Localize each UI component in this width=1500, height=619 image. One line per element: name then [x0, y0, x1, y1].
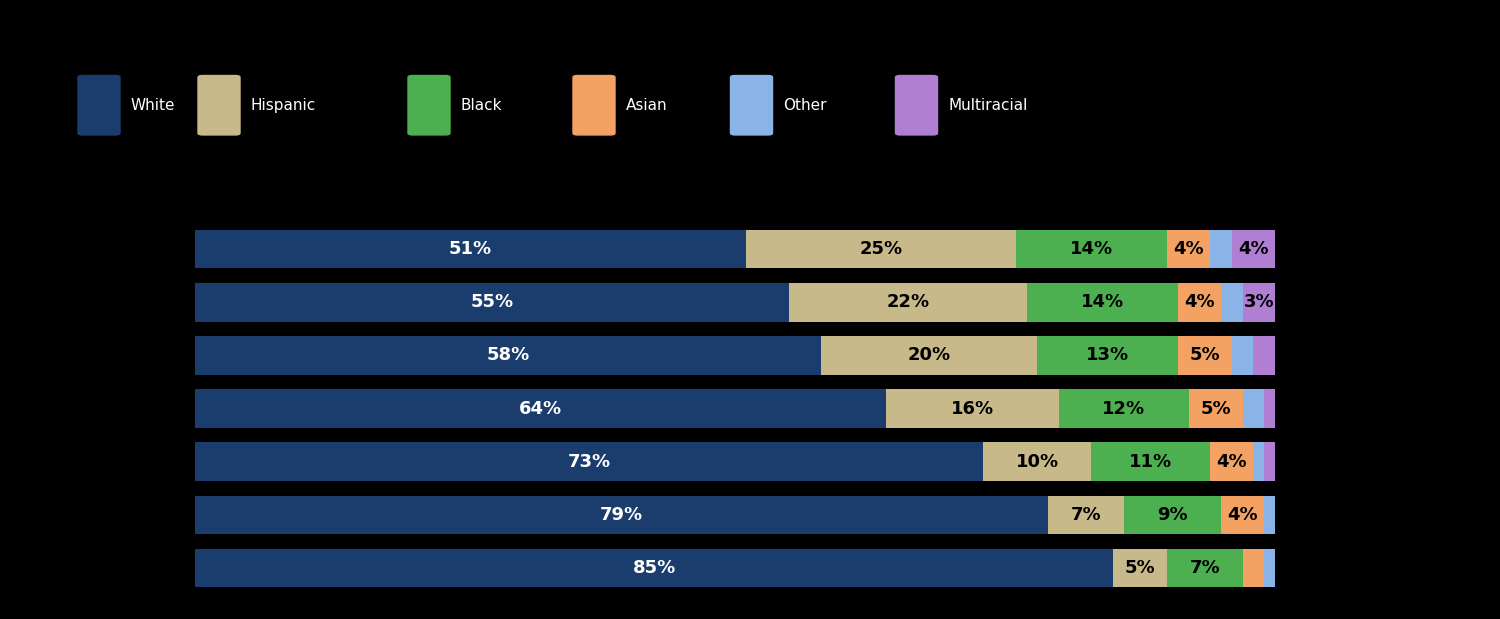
- Text: 51%: 51%: [448, 240, 492, 258]
- Text: 5%: 5%: [1190, 347, 1219, 365]
- Bar: [1264, 496, 1275, 534]
- Bar: [195, 548, 1113, 587]
- Bar: [1254, 336, 1275, 374]
- Bar: [1059, 389, 1188, 428]
- Text: 22%: 22%: [886, 293, 930, 311]
- Text: 55%: 55%: [471, 293, 513, 311]
- Bar: [1016, 230, 1167, 269]
- Text: 58%: 58%: [486, 347, 530, 365]
- Bar: [1092, 443, 1210, 481]
- Text: 3%: 3%: [1244, 293, 1274, 311]
- Bar: [1188, 389, 1242, 428]
- Text: 14%: 14%: [1070, 240, 1113, 258]
- Text: 14%: 14%: [1080, 293, 1124, 311]
- Text: 25%: 25%: [859, 240, 903, 258]
- Bar: [746, 230, 1016, 269]
- Bar: [1178, 284, 1221, 321]
- Text: 4%: 4%: [1184, 293, 1215, 311]
- Bar: [1113, 548, 1167, 587]
- Bar: [1167, 230, 1210, 269]
- Bar: [886, 389, 1059, 428]
- Bar: [1232, 336, 1254, 374]
- Bar: [1167, 548, 1242, 587]
- Bar: [789, 284, 1026, 321]
- Text: 16%: 16%: [951, 399, 994, 418]
- Text: Black: Black: [460, 98, 503, 113]
- Text: 64%: 64%: [519, 399, 562, 418]
- Bar: [195, 284, 789, 321]
- Text: 20%: 20%: [908, 347, 951, 365]
- Text: 10%: 10%: [1016, 452, 1059, 470]
- Bar: [1048, 496, 1124, 534]
- Text: Asian: Asian: [626, 98, 668, 113]
- Bar: [1038, 336, 1178, 374]
- Bar: [1210, 230, 1231, 269]
- Text: 4%: 4%: [1238, 240, 1269, 258]
- Bar: [195, 496, 1048, 534]
- Text: Other: Other: [783, 98, 826, 113]
- Bar: [1264, 389, 1275, 428]
- Text: 13%: 13%: [1086, 347, 1130, 365]
- Bar: [1254, 443, 1264, 481]
- Text: 12%: 12%: [1102, 399, 1146, 418]
- Text: 4%: 4%: [1227, 506, 1258, 524]
- Bar: [1124, 496, 1221, 534]
- Text: 11%: 11%: [1130, 452, 1173, 470]
- Text: White: White: [130, 98, 176, 113]
- Bar: [1242, 548, 1264, 587]
- Bar: [1210, 443, 1254, 481]
- Bar: [1026, 284, 1178, 321]
- Bar: [1178, 336, 1231, 374]
- Bar: [1232, 230, 1275, 269]
- Text: 5%: 5%: [1200, 399, 1231, 418]
- Bar: [195, 443, 984, 481]
- Text: Multiracial: Multiracial: [948, 98, 1028, 113]
- Text: 7%: 7%: [1190, 559, 1219, 577]
- Text: 7%: 7%: [1071, 506, 1101, 524]
- Bar: [195, 336, 822, 374]
- Text: 4%: 4%: [1216, 452, 1246, 470]
- Text: 79%: 79%: [600, 506, 644, 524]
- Bar: [1264, 443, 1275, 481]
- Bar: [1242, 284, 1275, 321]
- Text: 73%: 73%: [567, 452, 610, 470]
- Bar: [1221, 284, 1242, 321]
- Bar: [195, 230, 746, 269]
- Bar: [1221, 496, 1264, 534]
- Bar: [195, 389, 886, 428]
- Bar: [822, 336, 1038, 374]
- Text: 9%: 9%: [1156, 506, 1188, 524]
- Bar: [1242, 389, 1264, 428]
- Bar: [1264, 548, 1275, 587]
- Text: 4%: 4%: [1173, 240, 1204, 258]
- Text: Hispanic: Hispanic: [251, 98, 315, 113]
- Bar: [984, 443, 1092, 481]
- Text: 5%: 5%: [1125, 559, 1155, 577]
- Text: 85%: 85%: [633, 559, 675, 577]
